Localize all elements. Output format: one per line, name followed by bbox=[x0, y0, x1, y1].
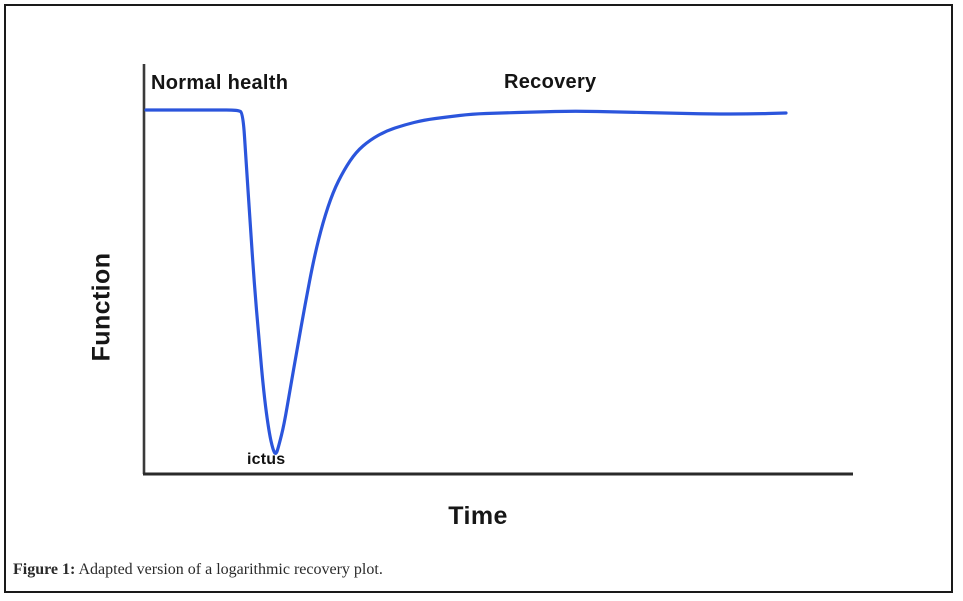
figure-caption: Figure 1: Adapted version of a logarithm… bbox=[13, 561, 383, 579]
figure-caption-text: Adapted version of a logarithmic recover… bbox=[75, 561, 383, 578]
y-axis-label: Function bbox=[87, 252, 116, 362]
annotation-recovery: Recovery bbox=[504, 71, 597, 93]
annotation-ictus: ictus bbox=[247, 451, 286, 468]
figure-caption-label: Figure 1: bbox=[13, 561, 76, 578]
annotation-normal-health: Normal health bbox=[151, 72, 289, 94]
x-axis-label: Time bbox=[448, 502, 508, 530]
recovery-curve bbox=[144, 108, 788, 455]
